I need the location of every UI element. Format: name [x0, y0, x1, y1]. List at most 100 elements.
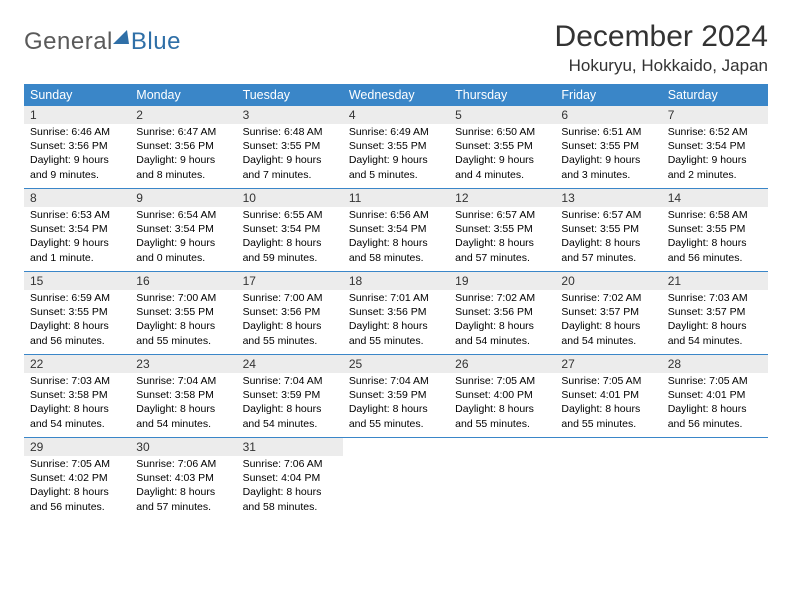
day-details: Sunrise: 7:00 AMSunset: 3:56 PMDaylight:…: [237, 290, 343, 352]
day-number: 28: [662, 355, 768, 373]
day-number-empty: [343, 438, 449, 456]
day-cell: 10Sunrise: 6:55 AMSunset: 3:54 PMDayligh…: [237, 189, 343, 271]
day-cell: 13Sunrise: 6:57 AMSunset: 3:55 PMDayligh…: [555, 189, 661, 271]
day-details: Sunrise: 6:47 AMSunset: 3:56 PMDaylight:…: [130, 124, 236, 186]
day-details: Sunrise: 6:57 AMSunset: 3:55 PMDaylight:…: [555, 207, 661, 269]
day-cell: [343, 438, 449, 520]
day-details: Sunrise: 6:52 AMSunset: 3:54 PMDaylight:…: [662, 124, 768, 186]
day-number: 6: [555, 106, 661, 124]
day-number: 12: [449, 189, 555, 207]
day-cell: 8Sunrise: 6:53 AMSunset: 3:54 PMDaylight…: [24, 189, 130, 271]
day-number: 4: [343, 106, 449, 124]
day-number: 20: [555, 272, 661, 290]
day-details: Sunrise: 6:56 AMSunset: 3:54 PMDaylight:…: [343, 207, 449, 269]
day-details: Sunrise: 6:50 AMSunset: 3:55 PMDaylight:…: [449, 124, 555, 186]
day-number: 30: [130, 438, 236, 456]
day-details: Sunrise: 6:57 AMSunset: 3:55 PMDaylight:…: [449, 207, 555, 269]
day-number: 24: [237, 355, 343, 373]
week-row: 8Sunrise: 6:53 AMSunset: 3:54 PMDaylight…: [24, 189, 768, 272]
day-cell: [662, 438, 768, 520]
day-cell: 31Sunrise: 7:06 AMSunset: 4:04 PMDayligh…: [237, 438, 343, 520]
day-number: 29: [24, 438, 130, 456]
day-header: Wednesday: [343, 84, 449, 106]
week-row: 15Sunrise: 6:59 AMSunset: 3:55 PMDayligh…: [24, 272, 768, 355]
day-details: Sunrise: 6:48 AMSunset: 3:55 PMDaylight:…: [237, 124, 343, 186]
day-number: 22: [24, 355, 130, 373]
day-details: Sunrise: 6:53 AMSunset: 3:54 PMDaylight:…: [24, 207, 130, 269]
day-number: 15: [24, 272, 130, 290]
day-cell: [449, 438, 555, 520]
day-number: 11: [343, 189, 449, 207]
day-details: Sunrise: 6:51 AMSunset: 3:55 PMDaylight:…: [555, 124, 661, 186]
day-details: Sunrise: 7:06 AMSunset: 4:04 PMDaylight:…: [237, 456, 343, 518]
day-details: Sunrise: 6:59 AMSunset: 3:55 PMDaylight:…: [24, 290, 130, 352]
day-header: Tuesday: [237, 84, 343, 106]
week-row: 1Sunrise: 6:46 AMSunset: 3:56 PMDaylight…: [24, 106, 768, 189]
day-header-row: SundayMondayTuesdayWednesdayThursdayFrid…: [24, 84, 768, 106]
day-details: Sunrise: 7:05 AMSunset: 4:01 PMDaylight:…: [555, 373, 661, 435]
day-number-empty: [449, 438, 555, 456]
location: Hokuryu, Hokkaido, Japan: [555, 56, 768, 76]
day-header: Saturday: [662, 84, 768, 106]
day-details: Sunrise: 7:01 AMSunset: 3:56 PMDaylight:…: [343, 290, 449, 352]
day-number: 13: [555, 189, 661, 207]
day-cell: 22Sunrise: 7:03 AMSunset: 3:58 PMDayligh…: [24, 355, 130, 437]
day-header: Thursday: [449, 84, 555, 106]
day-cell: 15Sunrise: 6:59 AMSunset: 3:55 PMDayligh…: [24, 272, 130, 354]
day-details: Sunrise: 7:02 AMSunset: 3:56 PMDaylight:…: [449, 290, 555, 352]
day-number: 3: [237, 106, 343, 124]
day-cell: 5Sunrise: 6:50 AMSunset: 3:55 PMDaylight…: [449, 106, 555, 188]
day-number: 21: [662, 272, 768, 290]
day-cell: 27Sunrise: 7:05 AMSunset: 4:01 PMDayligh…: [555, 355, 661, 437]
day-cell: 4Sunrise: 6:49 AMSunset: 3:55 PMDaylight…: [343, 106, 449, 188]
day-cell: 1Sunrise: 6:46 AMSunset: 3:56 PMDaylight…: [24, 106, 130, 188]
day-number: 25: [343, 355, 449, 373]
title-block: December 2024 Hokuryu, Hokkaido, Japan: [555, 20, 768, 76]
day-number: 16: [130, 272, 236, 290]
day-number: 19: [449, 272, 555, 290]
logo-text-blue: Blue: [131, 28, 181, 56]
day-details: Sunrise: 6:55 AMSunset: 3:54 PMDaylight:…: [237, 207, 343, 269]
day-details: Sunrise: 6:54 AMSunset: 3:54 PMDaylight:…: [130, 207, 236, 269]
day-details: Sunrise: 7:02 AMSunset: 3:57 PMDaylight:…: [555, 290, 661, 352]
day-cell: 2Sunrise: 6:47 AMSunset: 3:56 PMDaylight…: [130, 106, 236, 188]
day-cell: 9Sunrise: 6:54 AMSunset: 3:54 PMDaylight…: [130, 189, 236, 271]
day-details: Sunrise: 7:03 AMSunset: 3:58 PMDaylight:…: [24, 373, 130, 435]
day-cell: 12Sunrise: 6:57 AMSunset: 3:55 PMDayligh…: [449, 189, 555, 271]
day-number: 27: [555, 355, 661, 373]
day-number: 8: [24, 189, 130, 207]
logo: General Blue: [24, 28, 181, 56]
day-cell: 17Sunrise: 7:00 AMSunset: 3:56 PMDayligh…: [237, 272, 343, 354]
day-cell: 23Sunrise: 7:04 AMSunset: 3:58 PMDayligh…: [130, 355, 236, 437]
day-header: Sunday: [24, 84, 130, 106]
day-number-empty: [662, 438, 768, 456]
day-number: 23: [130, 355, 236, 373]
day-number: 17: [237, 272, 343, 290]
logo-text-gray: General: [24, 28, 113, 56]
header: General Blue December 2024 Hokuryu, Hokk…: [24, 20, 768, 76]
calendar: SundayMondayTuesdayWednesdayThursdayFrid…: [24, 84, 768, 520]
day-cell: 18Sunrise: 7:01 AMSunset: 3:56 PMDayligh…: [343, 272, 449, 354]
day-number: 26: [449, 355, 555, 373]
day-details: Sunrise: 6:58 AMSunset: 3:55 PMDaylight:…: [662, 207, 768, 269]
day-details: Sunrise: 7:05 AMSunset: 4:00 PMDaylight:…: [449, 373, 555, 435]
week-row: 22Sunrise: 7:03 AMSunset: 3:58 PMDayligh…: [24, 355, 768, 438]
logo-triangle-icon: [113, 30, 129, 44]
day-details: Sunrise: 7:06 AMSunset: 4:03 PMDaylight:…: [130, 456, 236, 518]
day-details: Sunrise: 6:49 AMSunset: 3:55 PMDaylight:…: [343, 124, 449, 186]
day-number: 5: [449, 106, 555, 124]
day-cell: 20Sunrise: 7:02 AMSunset: 3:57 PMDayligh…: [555, 272, 661, 354]
day-number: 7: [662, 106, 768, 124]
day-cell: 25Sunrise: 7:04 AMSunset: 3:59 PMDayligh…: [343, 355, 449, 437]
month-title: December 2024: [555, 20, 768, 54]
day-number: 9: [130, 189, 236, 207]
day-cell: 26Sunrise: 7:05 AMSunset: 4:00 PMDayligh…: [449, 355, 555, 437]
day-details: Sunrise: 7:04 AMSunset: 3:59 PMDaylight:…: [343, 373, 449, 435]
day-cell: 28Sunrise: 7:05 AMSunset: 4:01 PMDayligh…: [662, 355, 768, 437]
day-details: Sunrise: 6:46 AMSunset: 3:56 PMDaylight:…: [24, 124, 130, 186]
day-details: Sunrise: 7:04 AMSunset: 3:58 PMDaylight:…: [130, 373, 236, 435]
day-cell: 14Sunrise: 6:58 AMSunset: 3:55 PMDayligh…: [662, 189, 768, 271]
day-number-empty: [555, 438, 661, 456]
day-number: 10: [237, 189, 343, 207]
day-cell: 11Sunrise: 6:56 AMSunset: 3:54 PMDayligh…: [343, 189, 449, 271]
